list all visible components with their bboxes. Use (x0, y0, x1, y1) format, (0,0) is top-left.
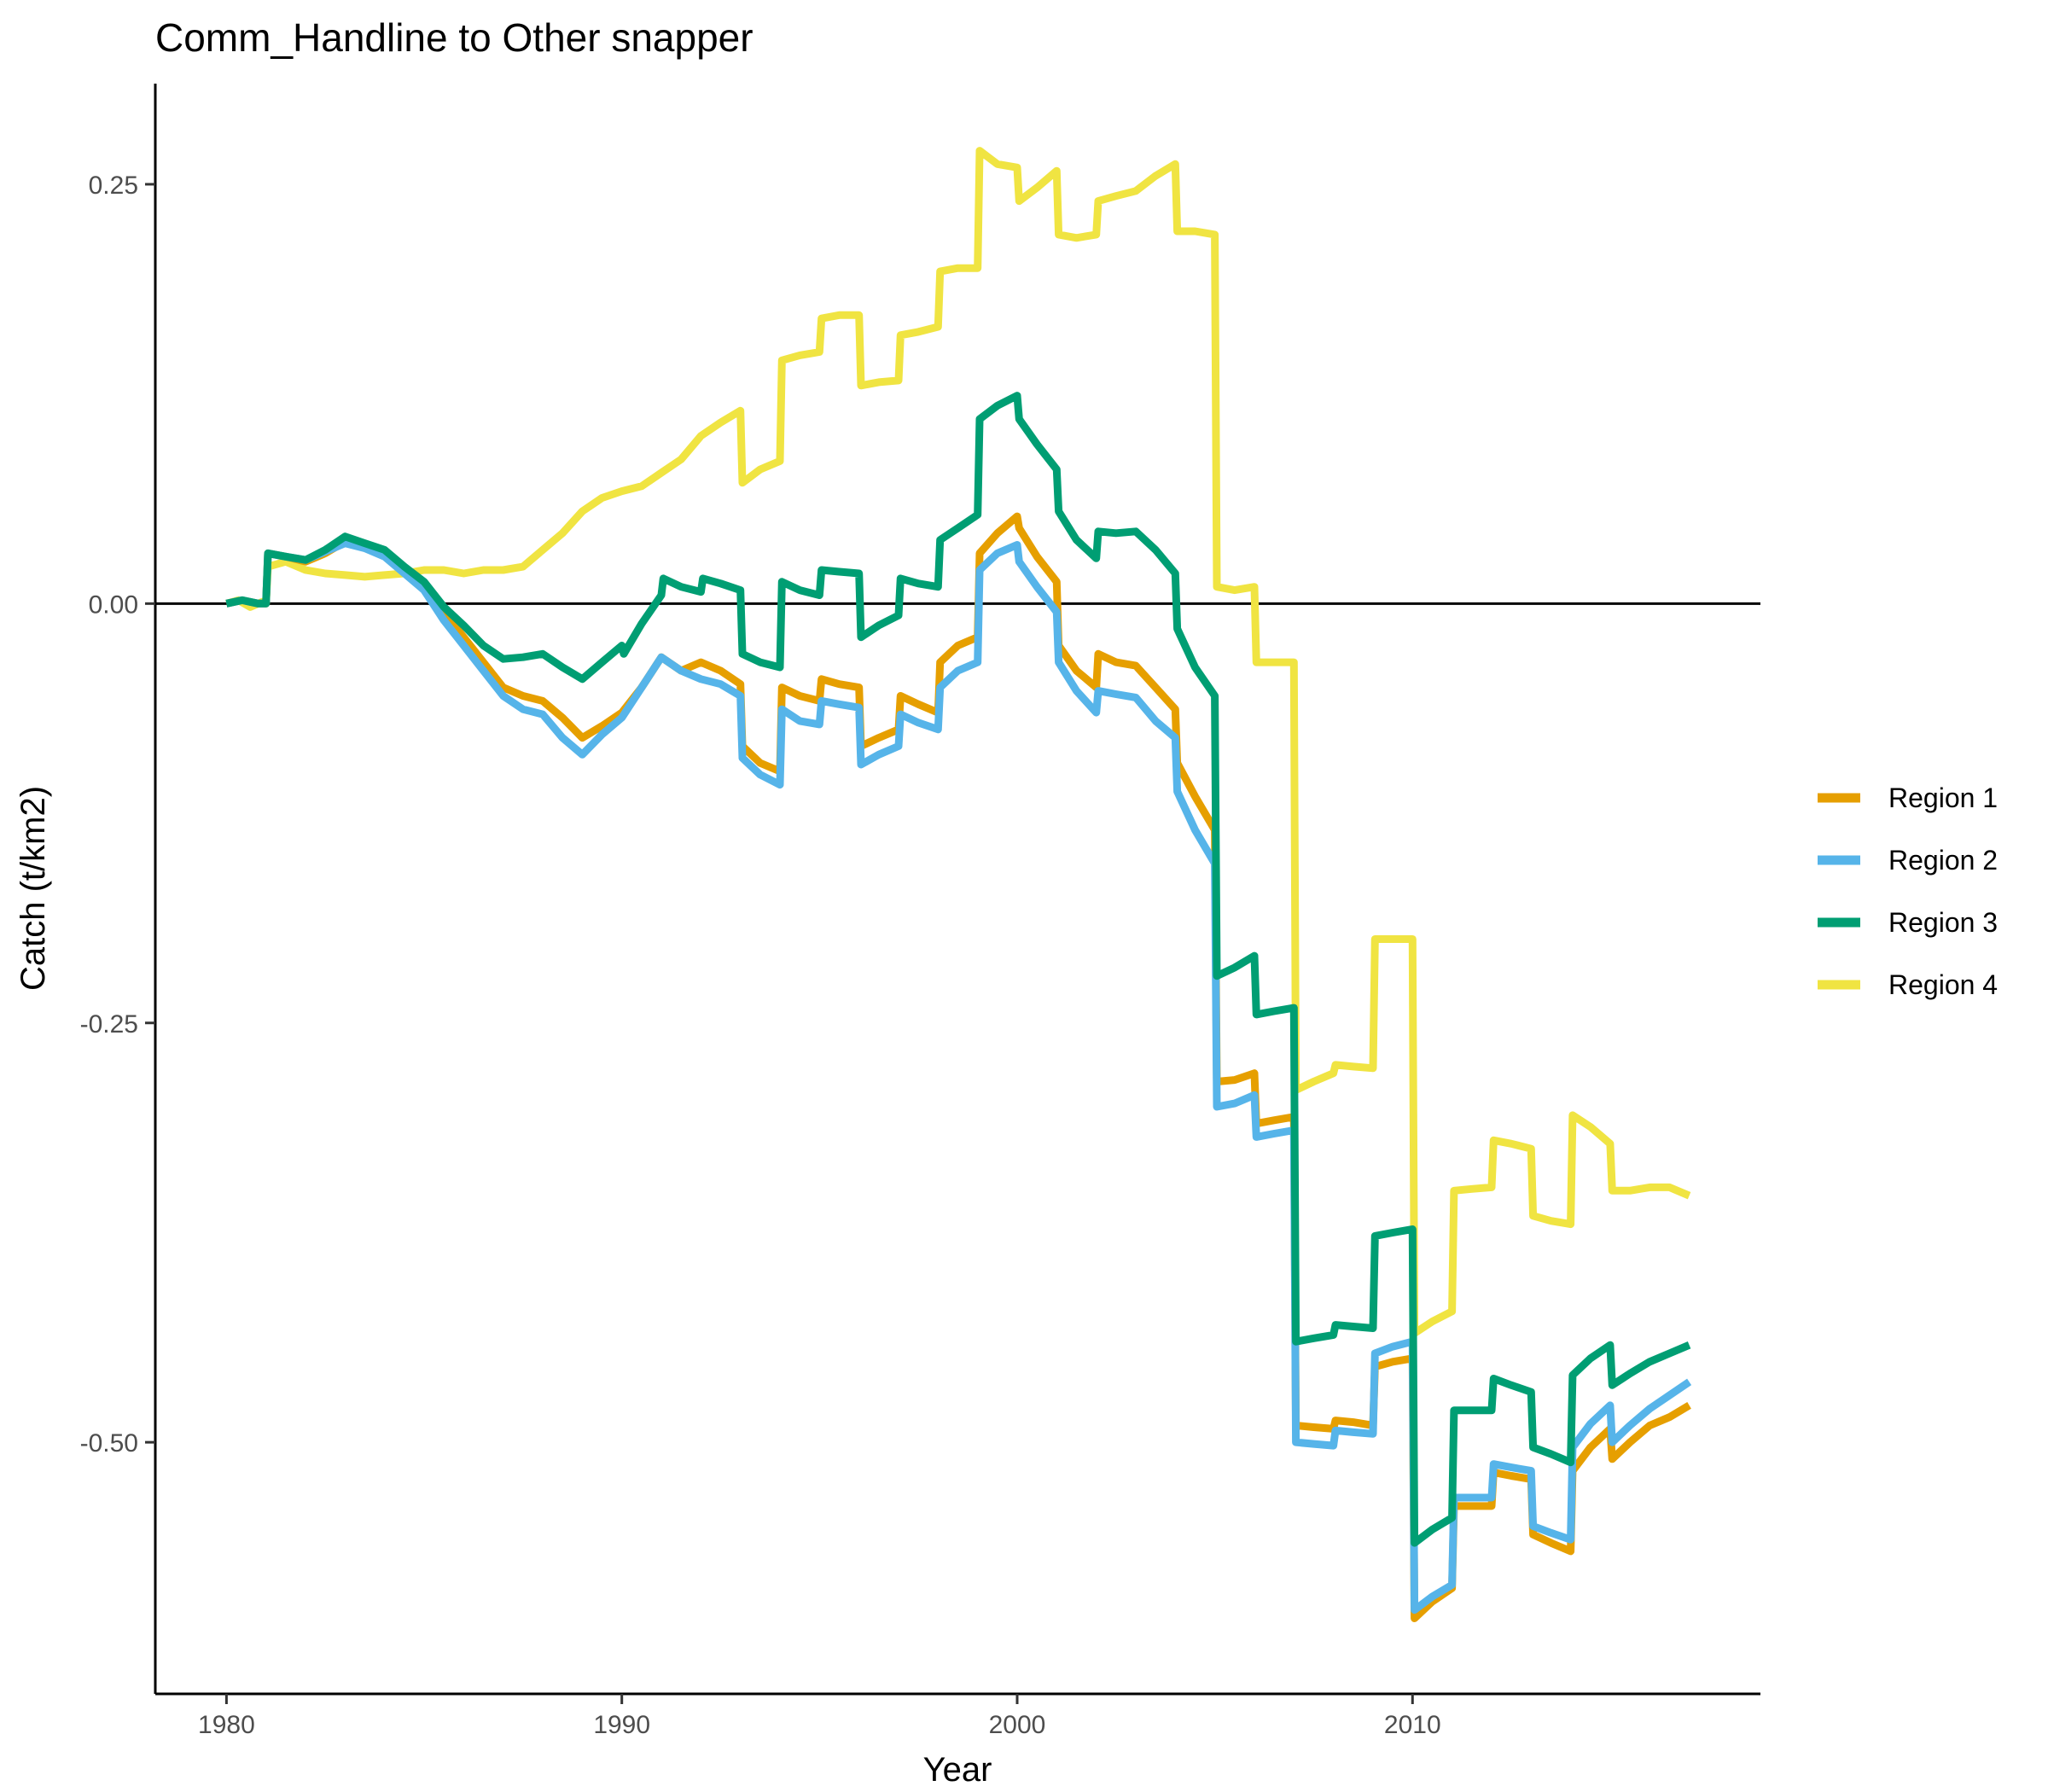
x-axis-title: Year (923, 1751, 992, 1789)
legend-item: Region 1 (1818, 783, 1998, 813)
y-tick-label: 0.25 (89, 172, 138, 200)
legend-item: Region 4 (1818, 969, 1998, 1000)
series-line-region-2 (225, 539, 1692, 1615)
legend-label: Region 4 (1888, 969, 1998, 1000)
chart-title: Comm_Handline to Other snapper (155, 15, 753, 60)
series-line-region-3 (225, 392, 1691, 1547)
plot-area: 1980 1990 2000 2010 0.25 0.00 -0.25 -0.50 (80, 84, 1760, 1739)
legend-item: Region 3 (1818, 907, 1998, 938)
legend-label: Region 3 (1888, 907, 1998, 938)
series-lines (225, 147, 1692, 1622)
y-axis-ticks: 0.25 0.00 -0.25 -0.50 (80, 172, 155, 1457)
x-axis-ticks: 1980 1990 2000 2010 (198, 1694, 1441, 1739)
x-tick-label: 2010 (1384, 1711, 1441, 1739)
x-tick-label: 1990 (593, 1711, 650, 1739)
series-line-region-4 (225, 147, 1691, 1337)
x-tick-label: 2000 (989, 1711, 1046, 1739)
y-tick-label: 0.00 (89, 591, 138, 619)
y-tick-label: -0.50 (80, 1429, 138, 1457)
y-axis-title: Catch (t/km2) (15, 786, 52, 991)
x-tick-label: 1980 (198, 1711, 255, 1739)
legend-item: Region 2 (1818, 845, 1998, 876)
legend: Region 1 Region 2 Region 3 Region 4 (1818, 783, 1998, 1000)
legend-label: Region 1 (1888, 783, 1998, 813)
legend-label: Region 2 (1888, 845, 1998, 876)
y-tick-label: -0.25 (80, 1010, 138, 1039)
